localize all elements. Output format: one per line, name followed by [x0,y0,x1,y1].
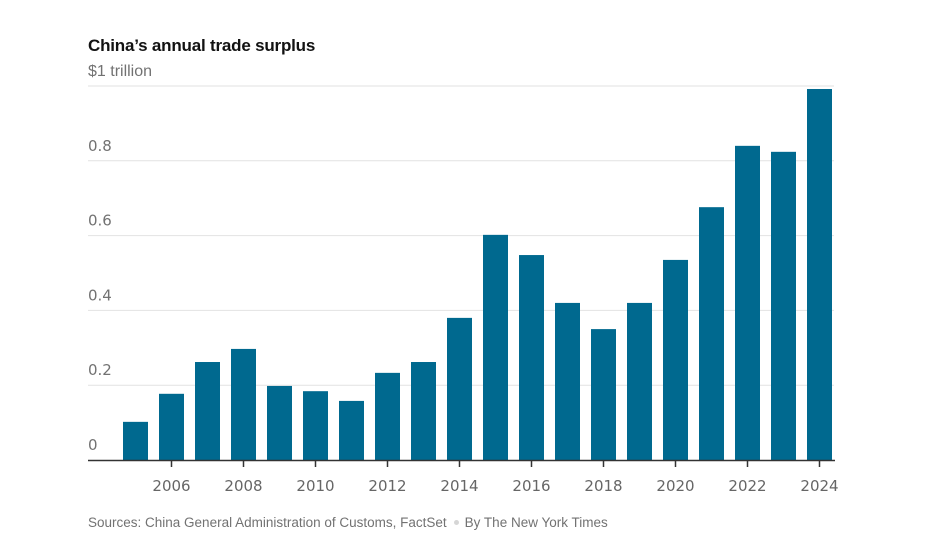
x-tick-label: 2014 [440,477,478,495]
bar-2015 [483,234,508,460]
y-axis-unit-label: $1 trillion [88,63,153,80]
bar-2005 [123,421,148,460]
bar-2022 [735,145,760,460]
x-tick-label: 2016 [512,477,550,495]
x-tick-label: 2020 [656,477,694,495]
bar-2020 [663,259,688,460]
bar-2012 [375,372,400,460]
bar-2019 [627,302,652,460]
sources-text: Sources: China General Administration of… [88,515,447,530]
bar-2007 [195,362,220,460]
x-tick-label: 2024 [800,477,838,495]
y-tick-label: 0.2 [88,361,112,379]
bar-2006 [159,393,184,460]
credit-text: By The New York Times [464,515,608,530]
bar-2016 [519,255,544,460]
x-tick-label: 2022 [728,477,766,495]
bar-2011 [339,400,364,460]
bar-2010 [303,391,328,460]
x-tick-label: 2010 [296,477,334,495]
x-tick-label: 2006 [152,477,190,495]
bar-2008 [231,348,256,460]
x-tick-label: 2008 [224,477,262,495]
chart-title: China’s annual trade surplus [88,36,316,55]
bar-2014 [447,317,472,460]
bar-2013 [411,362,436,460]
bar-2021 [699,207,724,460]
source-note: Sources: China General Administration of… [88,515,608,530]
x-tick-label: 2018 [584,477,622,495]
bars [123,88,832,460]
y-tick-label: 0.4 [88,286,112,304]
separator-dot [453,519,459,525]
y-tick-label: 0.6 [88,212,112,230]
bar-2024 [807,88,832,460]
y-axis-labels: 0 0.2 0.4 0.6 0.8 [88,137,112,454]
y-tick-label: 0 [88,436,98,454]
bar-2009 [267,385,292,460]
bar-2017 [555,302,580,460]
x-tick-label: 2012 [368,477,406,495]
bar-2018 [591,329,616,460]
bar-2023 [771,151,796,460]
x-axis: 2006 2008 2010 2012 2014 2016 2018 2020 2022 2024 [88,459,839,495]
y-tick-label: 0.8 [88,137,112,155]
